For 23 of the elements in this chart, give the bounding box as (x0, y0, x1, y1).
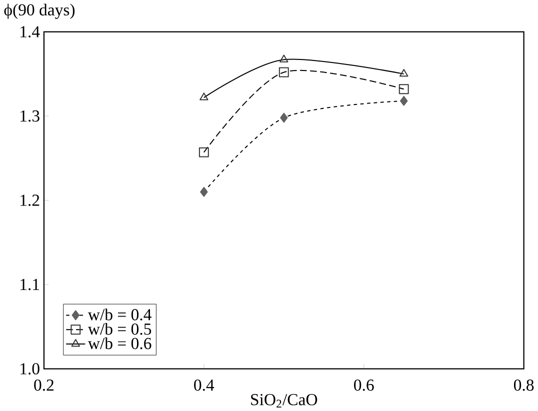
x-tick-label: 0.6 (354, 379, 374, 391)
legend-label: w/b = 0.4 (88, 308, 152, 320)
point (200, 92, 208, 100)
point (280, 54, 288, 62)
x-tick-label: 0.2 (34, 379, 54, 391)
point (280, 112, 288, 123)
y-axis-title: ϕ(90 days) (4, 4, 75, 19)
point (200, 186, 208, 197)
y-tick-label: 1.4 (20, 26, 40, 38)
x-axis-title: SiO$_{2}$/CaO (251, 394, 318, 408)
y-tick-label: 1.1 (20, 278, 40, 290)
point (398, 84, 409, 94)
point (278, 67, 289, 78)
y-tick-label: 1.3 (20, 110, 40, 122)
legend-label: w/b = 0.6 (88, 337, 152, 350)
y-tick-label: 1.0 (20, 363, 40, 374)
point (399, 68, 408, 77)
point (400, 96, 408, 106)
y-tick-label: 1.2 (20, 194, 40, 206)
x-tick-label: 0.8 (514, 379, 534, 391)
x-tick-label: 0.4 (194, 379, 214, 391)
legend-label: w/b = 0.5 (88, 322, 152, 335)
point (198, 147, 209, 158)
